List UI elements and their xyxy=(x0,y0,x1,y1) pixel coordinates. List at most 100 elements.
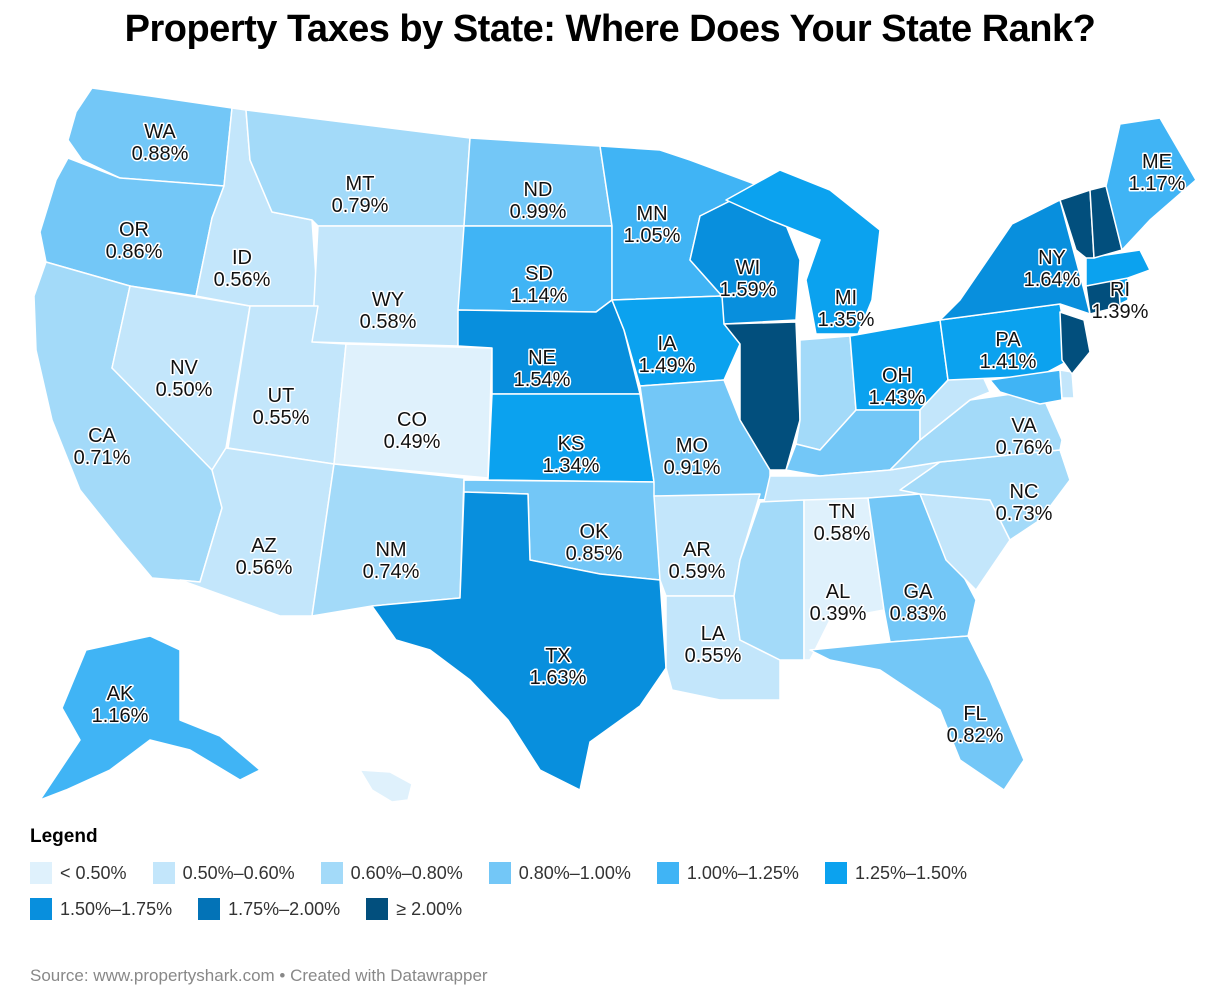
state-label-pa: PA xyxy=(995,329,1021,351)
state-label-ny: NY xyxy=(1038,247,1066,269)
state-value-nc: 0.73% xyxy=(996,503,1053,525)
legend-label: ≥ 2.00% xyxy=(396,898,463,919)
legend-swatch xyxy=(488,862,511,884)
state-value-id: 0.56% xyxy=(214,269,271,291)
legend-label: < 0.50% xyxy=(60,862,127,883)
state-ak[interactable] xyxy=(39,635,261,801)
state-value-mt: 0.79% xyxy=(332,195,389,217)
legend-swatch xyxy=(30,898,52,920)
state-label-or: OR xyxy=(119,219,149,241)
state-value-va: 0.76% xyxy=(996,437,1053,459)
state-value-tx: 1.63% xyxy=(530,667,587,689)
state-ny[interactable] xyxy=(939,199,1091,321)
map-title: Property Taxes by State: Where Does Your… xyxy=(124,8,1096,50)
legend-label: 1.00%–1.25% xyxy=(686,862,799,883)
state-label-sd: SD xyxy=(525,263,553,285)
state-value-oh: 1.43% xyxy=(869,387,926,409)
legend-item: 0.50%–0.60% xyxy=(152,862,295,884)
state-label-wi: WI xyxy=(736,257,760,279)
state-tx[interactable] xyxy=(371,491,667,791)
state-fl[interactable] xyxy=(809,635,1025,791)
state-label-az: AZ xyxy=(251,535,277,557)
state-label-ga: GA xyxy=(904,581,934,603)
legend-item: 0.80%–1.00% xyxy=(488,862,631,884)
state-label-ut: UT xyxy=(268,385,295,407)
state-az[interactable] xyxy=(179,447,335,617)
state-value-az: 0.56% xyxy=(236,557,293,579)
state-value-ri: 1.39% xyxy=(1092,301,1149,323)
state-label-oh: OH xyxy=(882,365,912,387)
state-label-id: ID xyxy=(232,247,252,269)
state-value-ca: 0.71% xyxy=(74,447,131,469)
state-label-wa: WA xyxy=(144,121,176,143)
legend-item: < 0.50% xyxy=(30,862,127,884)
state-label-ia: IA xyxy=(658,333,678,355)
state-value-ar: 0.59% xyxy=(669,561,726,583)
us-choropleth-map: WA0.88%OR0.86%CA0.71%NV0.50%ID0.56%MT0.7… xyxy=(33,87,1197,803)
state-va[interactable] xyxy=(889,389,1063,471)
state-nj[interactable] xyxy=(1059,311,1091,375)
state-label-nc: NC xyxy=(1010,481,1039,503)
state-value-ak: 1.16% xyxy=(92,705,149,727)
state-label-ok: OK xyxy=(580,521,610,543)
legend-label: 1.75%–2.00% xyxy=(228,898,341,919)
legend-swatch xyxy=(320,862,343,884)
state-md[interactable] xyxy=(989,369,1063,405)
legend-item: 1.00%–1.25% xyxy=(656,862,799,884)
state-label-va: VA xyxy=(1011,415,1037,437)
state-value-al: 0.39% xyxy=(810,603,867,625)
legend-label: 0.80%–1.00% xyxy=(518,862,631,883)
state-value-la: 0.55% xyxy=(685,645,742,667)
state-value-wa: 0.88% xyxy=(132,143,189,165)
legend-item: 1.75%–2.00% xyxy=(198,898,340,920)
state-ma[interactable] xyxy=(1085,249,1151,287)
state-label-mi: MI xyxy=(835,287,857,309)
state-value-mo: 0.91% xyxy=(664,457,721,479)
state-value-nv: 0.50% xyxy=(156,379,213,401)
state-value-nm: 0.74% xyxy=(363,561,420,583)
state-il[interactable] xyxy=(723,321,801,471)
legend-row-1: < 0.50% 0.50%–0.60% 0.60%–0.80% 0.80%–1.00%… xyxy=(30,862,993,884)
state-label-ri: RI xyxy=(1110,279,1130,301)
state-vt[interactable] xyxy=(1059,189,1095,259)
state-label-al: AL xyxy=(826,581,850,603)
state-value-ny: 1.64% xyxy=(1024,269,1081,291)
state-value-mn: 1.05% xyxy=(624,225,681,247)
legend-swatch xyxy=(152,862,175,884)
state-value-ga: 0.83% xyxy=(890,603,947,625)
state-label-wy: WY xyxy=(372,289,404,311)
source-note: Source: www.propertyshark.com • Created … xyxy=(30,966,488,985)
legend-item: 0.60%–0.80% xyxy=(320,862,463,884)
state-value-tn: 0.58% xyxy=(814,523,871,545)
state-label-fl: FL xyxy=(963,703,986,725)
legend-label: 1.25%–1.50% xyxy=(854,862,968,883)
state-label-ks: KS xyxy=(558,433,585,455)
state-label-me: ME xyxy=(1142,151,1172,173)
legend-swatch xyxy=(656,862,679,884)
state-value-ok: 0.85% xyxy=(566,543,623,565)
state-value-or: 0.86% xyxy=(106,241,163,263)
state-value-wy: 0.58% xyxy=(360,311,417,333)
legend-swatch xyxy=(30,862,52,884)
state-de[interactable] xyxy=(1059,369,1075,399)
legend-swatch xyxy=(198,898,221,920)
state-value-ks: 1.34% xyxy=(543,455,600,477)
state-hi[interactable] xyxy=(359,769,413,803)
legend-label: 1.50%–1.75% xyxy=(60,898,173,919)
state-value-pa: 1.41% xyxy=(980,351,1037,373)
legend-swatch xyxy=(824,862,847,884)
state-value-me: 1.17% xyxy=(1129,173,1186,195)
state-label-la: LA xyxy=(701,623,726,645)
state-label-tx: TX xyxy=(545,645,571,667)
state-value-fl: 0.82% xyxy=(947,725,1004,747)
state-value-mi: 1.35% xyxy=(818,309,875,331)
state-label-nv: NV xyxy=(170,357,198,379)
state-label-mo: MO xyxy=(676,435,708,457)
state-me[interactable] xyxy=(1105,117,1197,251)
legend-item: ≥ 2.00% xyxy=(366,898,462,920)
state-label-tn: TN xyxy=(829,501,856,523)
state-value-co: 0.49% xyxy=(384,431,441,453)
state-label-nd: ND xyxy=(524,179,553,201)
legend-item: 1.50%–1.75% xyxy=(30,898,172,920)
state-label-ar: AR xyxy=(683,539,711,561)
